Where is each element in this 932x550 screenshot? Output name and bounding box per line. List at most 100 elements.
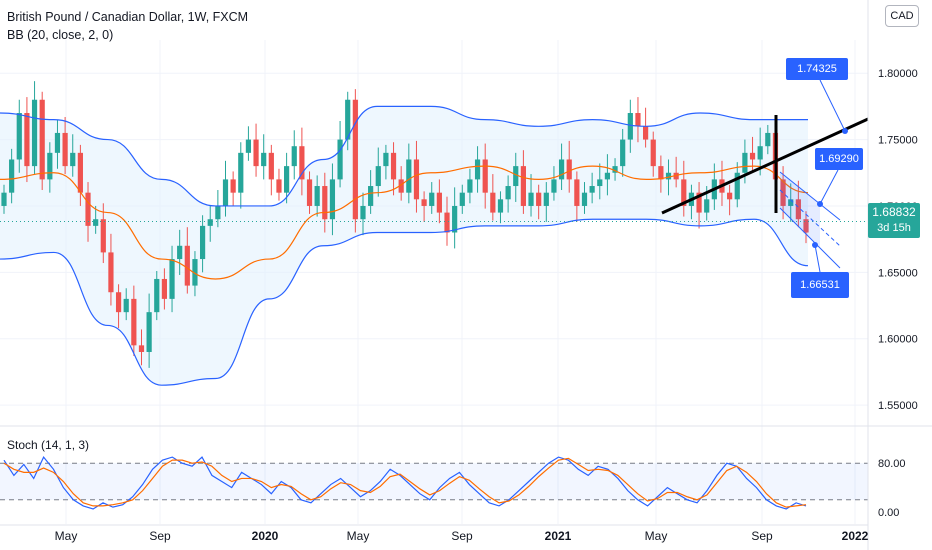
bb-fill <box>0 106 808 386</box>
candle-body <box>31 99 38 167</box>
candle-body <box>192 259 198 286</box>
candle-body <box>123 298 129 313</box>
candle-body <box>436 192 442 213</box>
chart-title: British Pound / Canadian Dollar, 1W, FXC… <box>7 10 249 24</box>
price-tag-middle[interactable]: 1.69290 <box>815 148 863 170</box>
candle-body <box>803 219 809 233</box>
bb-lines <box>0 105 809 386</box>
candle-body <box>383 152 389 167</box>
candle-body <box>329 179 336 220</box>
candle-body <box>788 199 794 206</box>
candle-body <box>85 192 91 226</box>
candle-body <box>704 199 710 213</box>
tag-point <box>817 201 823 207</box>
trendline <box>661 117 869 215</box>
candle-body <box>184 245 190 286</box>
candle-body <box>513 166 519 187</box>
price-tag-lower[interactable]: 1.66531 <box>791 272 849 298</box>
x-tick-label: May <box>645 529 668 543</box>
candle-body <box>612 166 618 173</box>
bb-band-fill <box>0 106 808 386</box>
candle-body <box>230 179 236 193</box>
tag-connector <box>819 79 846 132</box>
drawings <box>0 79 869 273</box>
currency-button[interactable]: CAD <box>885 5 919 27</box>
candle-body <box>207 219 213 226</box>
bb-lower-line <box>0 218 809 386</box>
candle-body <box>520 166 526 206</box>
candle-body <box>115 292 122 313</box>
x-tick-label: Sep <box>149 529 171 543</box>
last-price-badge: 1.68832 3d 15h <box>868 203 920 238</box>
candle-body <box>536 192 542 206</box>
x-tick-label: 2021 <box>545 529 572 543</box>
candle-body <box>444 212 450 233</box>
candle-body <box>54 132 61 153</box>
tag-connector <box>814 244 821 273</box>
x-tick-label: Sep <box>751 529 773 543</box>
stoch-y-tick-label: 80.00 <box>878 458 906 470</box>
candle-body <box>757 146 763 160</box>
candle-body <box>352 99 358 220</box>
candle-body <box>306 179 313 206</box>
candle-body <box>390 152 397 180</box>
candle-body <box>543 192 549 206</box>
x-tick-label: 2022 <box>842 529 869 543</box>
bar-countdown: 3d 15h <box>877 222 911 234</box>
candle-body <box>284 166 290 193</box>
candle-body <box>1 192 7 206</box>
x-tick-label: 2020 <box>252 529 279 543</box>
candle-body <box>314 186 320 206</box>
candle-body <box>482 159 488 193</box>
candle-body <box>620 139 626 167</box>
candle-body <box>276 179 282 193</box>
candle-body <box>742 152 748 173</box>
candle-body <box>566 159 572 180</box>
stoch-y-tick-label: 0.00 <box>878 507 899 519</box>
candle-body <box>406 159 412 193</box>
candle-body <box>47 152 53 180</box>
candle-body <box>452 205 458 233</box>
candle-body <box>681 179 687 206</box>
y-tick-label: 1.65000 <box>878 267 918 279</box>
candle-body <box>643 126 649 140</box>
candle-body <box>497 199 504 213</box>
stoch-d-line <box>3 457 807 508</box>
candle-body <box>100 219 106 253</box>
candle-body <box>108 252 114 293</box>
candle-body <box>604 172 611 180</box>
candle-body <box>765 132 771 147</box>
candle-body <box>199 225 206 260</box>
last-price-value: 1.68832 <box>872 205 916 219</box>
candle-body <box>597 179 603 187</box>
candle-body <box>413 159 420 200</box>
bb-upper-line <box>0 105 808 207</box>
candle-body <box>490 192 496 213</box>
bb-indicator-label[interactable]: BB (20, close, 2, 0) <box>7 28 114 42</box>
candle-body <box>261 152 267 167</box>
candle-body <box>635 113 641 127</box>
y-tick-label: 1.75000 <box>878 135 918 147</box>
candle-body <box>574 179 580 206</box>
candle-body <box>345 99 351 140</box>
candle-body <box>291 146 297 167</box>
candle-body <box>398 179 404 193</box>
candle-body <box>62 132 68 167</box>
candle-body <box>268 152 274 180</box>
candle-body <box>154 278 160 313</box>
price-tag-upper[interactable]: 1.74325 <box>786 58 848 80</box>
bb-basis-line <box>0 165 809 280</box>
candle-body <box>589 186 595 193</box>
candle-body <box>39 99 45 180</box>
candle-body <box>70 152 76 167</box>
y-tick-label: 1.60000 <box>878 334 918 346</box>
candle-body <box>528 192 534 206</box>
candle-body <box>795 199 801 220</box>
candle-body <box>146 312 152 352</box>
y-tick-label: 1.80000 <box>878 68 918 80</box>
stoch-indicator-label[interactable]: Stoch (14, 1, 3) <box>7 438 90 452</box>
candle-body <box>177 245 183 260</box>
candle-body <box>665 172 672 180</box>
candle-body <box>360 205 366 220</box>
